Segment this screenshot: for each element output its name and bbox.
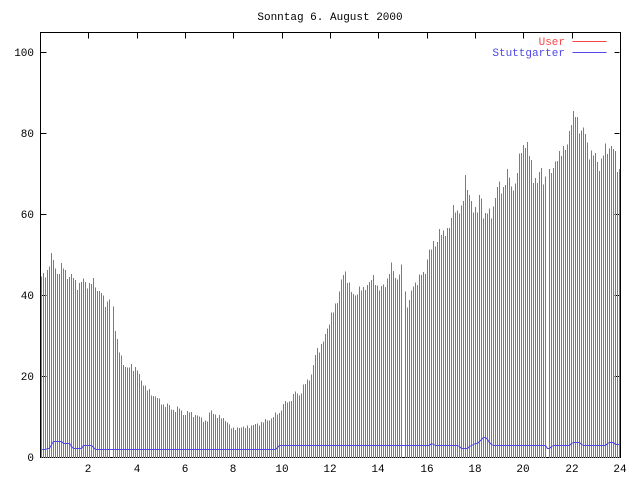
svg-text:12: 12 xyxy=(323,464,336,476)
svg-text:80: 80 xyxy=(21,129,34,141)
svg-text:10: 10 xyxy=(275,464,288,476)
svg-text:60: 60 xyxy=(21,210,34,222)
svg-text:24: 24 xyxy=(613,464,627,476)
svg-text:20: 20 xyxy=(516,464,529,476)
svg-text:6: 6 xyxy=(182,464,189,476)
svg-text:40: 40 xyxy=(21,291,34,303)
svg-text:100: 100 xyxy=(14,48,34,60)
svg-text:4: 4 xyxy=(134,464,141,476)
svg-text:0: 0 xyxy=(27,453,34,465)
svg-text:18: 18 xyxy=(468,464,481,476)
svg-text:2: 2 xyxy=(85,464,92,476)
svg-text:14: 14 xyxy=(371,464,385,476)
svg-text:20: 20 xyxy=(21,372,34,384)
svg-text:Stuttgarter: Stuttgarter xyxy=(492,48,565,60)
svg-text:16: 16 xyxy=(420,464,433,476)
svg-text:User: User xyxy=(539,37,565,49)
svg-text:Sonntag 6. August 2000: Sonntag 6. August 2000 xyxy=(257,12,402,24)
svg-text:8: 8 xyxy=(230,464,237,476)
svg-text:22: 22 xyxy=(565,464,578,476)
